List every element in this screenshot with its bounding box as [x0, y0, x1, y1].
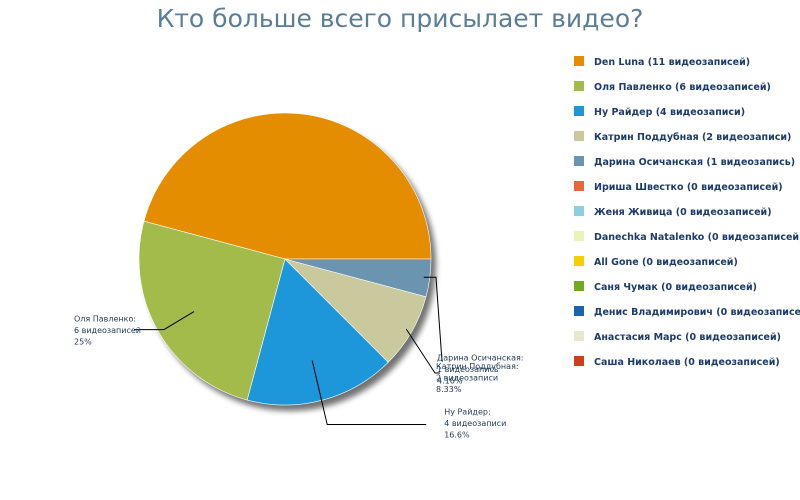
- legend: Den Luna (11 видеозаписей) Оля Павленко (…: [574, 56, 800, 368]
- legend-label-all-gone: All Gone (0 видеозаписей): [594, 257, 738, 268]
- legend-swatch-danechka-natalenko: [574, 231, 584, 241]
- legend-label-саша-николаев: Саша Николаев (0 видеозаписей): [594, 357, 780, 368]
- legend-swatch-женя-живица: [574, 206, 584, 216]
- legend-swatch-саня-чумак: [574, 281, 584, 291]
- legend-label-денис-владимирович: Денис Владимирович (0 видеозаписей): [594, 307, 800, 318]
- legend-swatch-den-luna: [574, 56, 584, 66]
- legend-label-дарина-осичанская: Дарина Осичанская (1 видеозапись): [594, 157, 795, 168]
- callout-line-дарина-осичанская: [423, 276, 443, 362]
- callout-text-катрин-поддубная-2: 2 видеозаписи: [436, 374, 498, 383]
- chart-title: Кто больше всего присылает видео?: [156, 4, 644, 33]
- slice-callouts: Оля Павленко: 6 видеозаписей 25% Ну Райдер:…: [74, 276, 524, 440]
- callout-text-ну-райдер-2: 4 видеозаписи: [444, 419, 506, 428]
- legend-swatch-ну-райдер: [574, 106, 584, 116]
- legend-label-катрин-поддубная: Катрин Поддубная (2 видеозаписи): [594, 132, 791, 143]
- legend-label-ну-райдер: Ну Райдер (4 видеозаписи): [594, 107, 745, 118]
- legend-swatch-all-gone: [574, 256, 584, 266]
- legend-swatch-ириша-швестко: [574, 181, 584, 191]
- pie-slice-оля-павленко: [138, 220, 286, 401]
- pie-slice-den-luna: [143, 112, 432, 260]
- callout-text-оля-павленко-1: Оля Павленко:: [74, 315, 136, 324]
- callout-text-ну-райдер-3: 16.6%: [444, 431, 470, 440]
- legend-label-ириша-швестко: Ириша Швестко (0 видеозаписей): [594, 182, 783, 193]
- legend-swatch-саша-николаев: [574, 356, 584, 366]
- callout-line-катрин-поддубная: [405, 328, 440, 374]
- callout-text-дарина-осичанская-2: 1 видеозапись: [437, 365, 499, 374]
- callout-line-оля-павленко: [134, 311, 195, 331]
- legend-swatch-денис-владимирович: [574, 306, 584, 316]
- legend-label-оля-павленко: Оля Павленко (6 видеозаписей): [594, 82, 771, 93]
- pie-slices: [138, 112, 432, 406]
- legend-swatch-дарина-осичанская: [574, 156, 584, 166]
- legend-label-den-luna: Den Luna (11 видеозаписей): [594, 57, 750, 68]
- legend-swatch-анастасия-марс: [574, 331, 584, 341]
- pie-slice-ну-райдер: [246, 258, 389, 406]
- callout-text-катрин-поддубная-1: Катрин Поддубная:: [436, 362, 519, 371]
- legend-swatch-катрин-поддубная: [574, 131, 584, 141]
- callout-text-ну-райдер-1: Ну Райдер:: [444, 408, 490, 417]
- legend-swatch-оля-павленко: [574, 81, 584, 91]
- legend-label-danechka-natalenko: Danechka Natalenko (0 видеозаписей): [594, 232, 800, 243]
- callout-text-оля-павленко-2: 6 видеозаписей: [74, 326, 141, 335]
- callout-text-дарина-осичанская-3: 4.16%: [437, 376, 463, 385]
- legend-label-саня-чумак: Саня Чумак (0 видеозаписей): [594, 282, 757, 293]
- callout-text-дарина-осичанская-1: Дарина Осичанская:: [437, 353, 524, 362]
- pie-slice-дарина-осичанская: [284, 258, 432, 298]
- callout-text-катрин-поддубная-3: 8.33%: [436, 385, 462, 394]
- callout-line-ну-райдер: [311, 360, 427, 425]
- legend-label-анастасия-марс: Анастасия Марс (0 видеозаписей): [594, 332, 781, 343]
- callout-text-оля-павленко-3: 25%: [74, 338, 92, 347]
- legend-label-женя-живица: Женя Живица (0 видеозаписей): [594, 207, 772, 218]
